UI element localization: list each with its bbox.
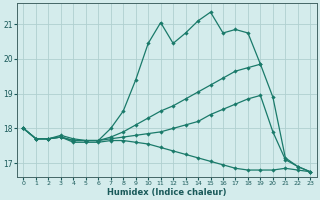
X-axis label: Humidex (Indice chaleur): Humidex (Indice chaleur) bbox=[107, 188, 227, 197]
